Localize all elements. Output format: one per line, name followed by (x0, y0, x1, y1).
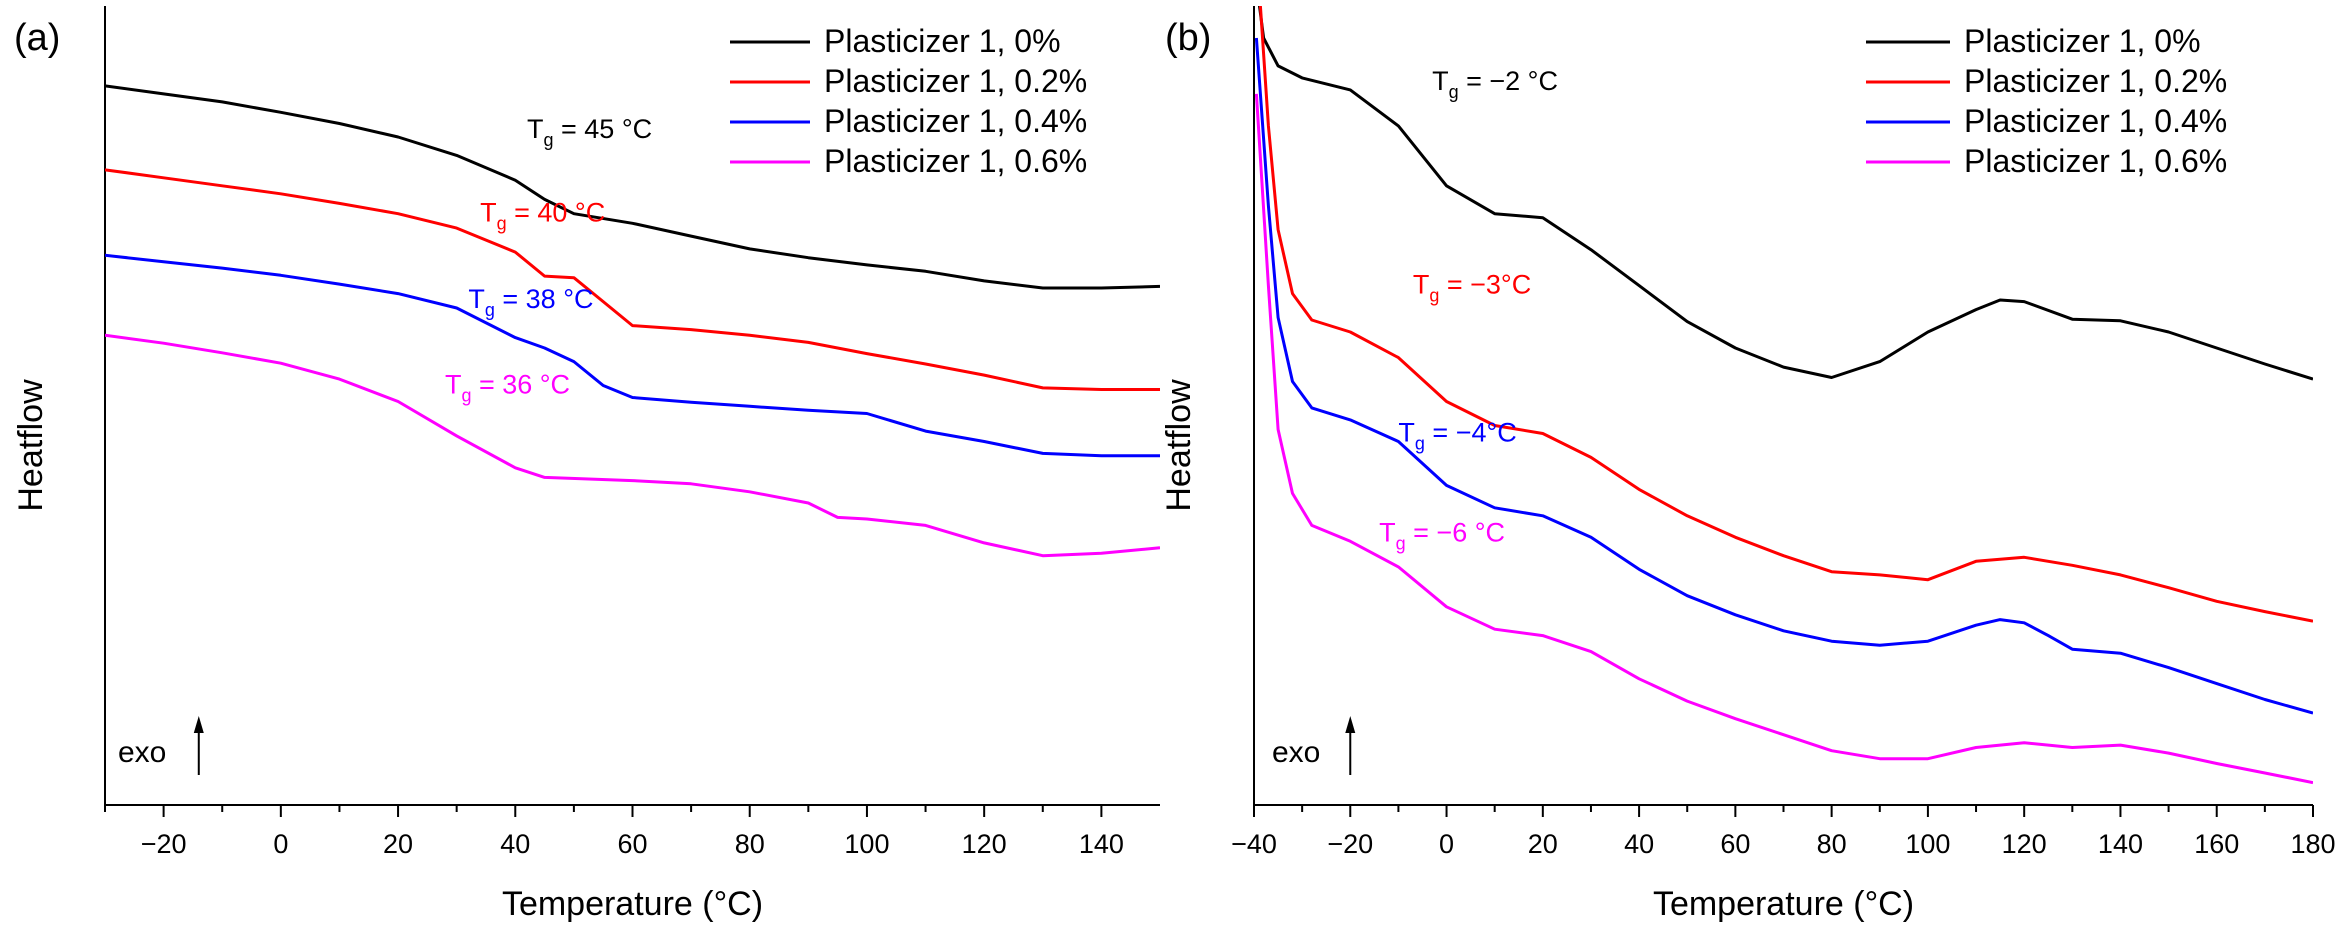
tg-value: = 36 °C (471, 370, 570, 400)
x-tick-label: 120 (962, 829, 1007, 859)
x-tick-label: 40 (500, 829, 530, 859)
series-line (105, 84, 1160, 290)
legend: Plasticizer 1, 0% Plasticizer 1, 0.2% Plas… (730, 23, 1087, 179)
tg-annotation: Tg = 38 °C (468, 284, 593, 320)
x-tick-label: 60 (1720, 829, 1750, 859)
x-tick-label: 80 (1817, 829, 1847, 859)
x-tick-label: −20 (1327, 829, 1373, 859)
series-line (1254, 93, 2313, 785)
tg-annotation: Tg = 36 °C (445, 370, 570, 406)
x-tick-label: 180 (2290, 829, 2335, 859)
tg-symbol: T (527, 114, 544, 144)
tg-symbol: T (468, 284, 485, 314)
tg-subscript: g (461, 386, 471, 406)
x-tick-label: 0 (273, 829, 288, 859)
series-line (1258, 6, 2313, 623)
x-tick-label: 20 (383, 829, 413, 859)
tg-symbol: T (1432, 66, 1449, 96)
tg-subscript: g (544, 130, 554, 150)
series-line (105, 253, 1160, 458)
tg-value: = −2 °C (1459, 66, 1558, 96)
x-tick-label: 140 (1079, 829, 1124, 859)
series-line (1254, 37, 2313, 715)
series-group (105, 84, 1160, 558)
x-tick-label: 160 (2194, 829, 2239, 859)
tg-annotation: Tg = −3°C (1413, 270, 1531, 306)
tg-value: = 38 °C (495, 284, 594, 314)
legend-label: Plasticizer 1, 0.6% (1964, 143, 2227, 179)
tg-value: = −6 °C (1406, 517, 1505, 547)
tg-symbol: T (480, 198, 497, 228)
tg-subscript: g (1415, 433, 1425, 453)
legend: Plasticizer 1, 0% Plasticizer 1, 0.2% Plas… (1866, 23, 2227, 179)
series-line (105, 333, 1160, 558)
series-group (1254, 6, 2313, 785)
chart-panel-b: −40 −20 0 20 40 60 80 100 120 140 160 180 Temperatur… (1160, 6, 2336, 923)
x-axis-title: Temperature (°C) (502, 885, 763, 923)
y-axis-title: Heatflow (12, 379, 50, 512)
panel-label: (a) (14, 17, 60, 59)
x-tick-label: 140 (2098, 829, 2143, 859)
tg-value: = 40 °C (507, 198, 606, 228)
tg-symbol: T (1413, 270, 1430, 300)
legend-label: Plasticizer 1, 0.6% (824, 143, 1087, 179)
legend-label: Plasticizer 1, 0% (824, 23, 1061, 59)
legend-label: Plasticizer 1, 0.2% (824, 63, 1087, 99)
exo-arrow-head (1345, 716, 1356, 733)
tg-value: = 45 °C (554, 114, 653, 144)
x-tick-label: 40 (1624, 829, 1654, 859)
x-tick-label: 80 (735, 829, 765, 859)
legend-label: Plasticizer 1, 0.4% (824, 103, 1087, 139)
legend-label: Plasticizer 1, 0% (1964, 23, 2201, 59)
x-tick-label: −20 (141, 829, 187, 859)
series-line (1257, 6, 2313, 381)
x-tick-label: 20 (1528, 829, 1558, 859)
chart-panel-a: −20 0 20 40 60 80 100 120 140 Temperature (°C) Hea… (12, 6, 1160, 923)
tg-annotation: Tg = 45 °C (527, 114, 652, 150)
exo-label: exo (1272, 736, 1320, 769)
tg-value: = −3°C (1439, 270, 1531, 300)
x-tick-label: 100 (1905, 829, 1950, 859)
tg-annotation: Tg = −6 °C (1379, 517, 1505, 553)
legend-label: Plasticizer 1, 0.4% (1964, 103, 2227, 139)
x-tick-label: 60 (617, 829, 647, 859)
x-tick-label: 100 (844, 829, 889, 859)
tg-subscript: g (485, 300, 495, 320)
tg-subscript: g (1429, 286, 1439, 306)
x-tick-label: 0 (1439, 829, 1454, 859)
x-tick-label: 120 (2002, 829, 2047, 859)
series-line (105, 168, 1160, 391)
tg-subscript: g (497, 214, 507, 234)
exo-arrow-head (193, 716, 204, 733)
legend-label: Plasticizer 1, 0.2% (1964, 63, 2227, 99)
y-axis-title: Heatflow (1160, 379, 1198, 512)
tg-subscript: g (1396, 533, 1406, 553)
tg-symbol: T (1398, 417, 1415, 447)
tg-annotation: Tg = −2 °C (1432, 66, 1558, 102)
tg-symbol: T (445, 370, 462, 400)
tg-value: = −4°C (1425, 417, 1517, 447)
x-axis-title: Temperature (°C) (1653, 885, 1914, 923)
tg-annotation: Tg = 40 °C (480, 198, 605, 234)
panel-label: (b) (1165, 17, 1211, 59)
tg-symbol: T (1379, 517, 1396, 547)
tg-subscript: g (1449, 82, 1459, 102)
exo-label: exo (118, 736, 166, 769)
x-tick-label: −40 (1231, 829, 1277, 859)
tg-annotation: Tg = −4°C (1398, 417, 1516, 453)
